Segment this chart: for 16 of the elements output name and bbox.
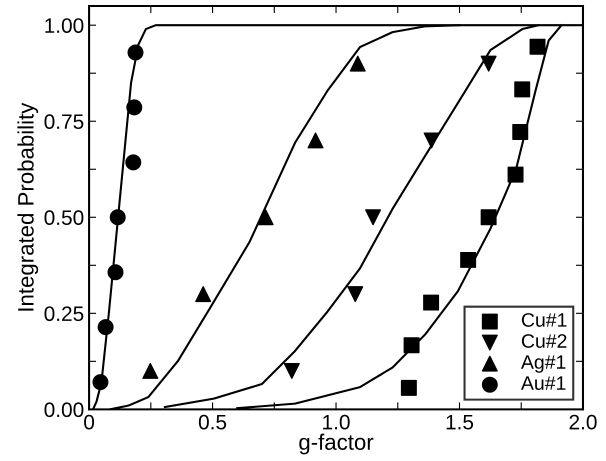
legend-label: Ag#1 — [520, 355, 566, 373]
y-tick-label: 0.75 — [44, 114, 84, 129]
x-axis-title: g-factor — [299, 434, 374, 454]
x-tick-label: 1.0 — [323, 414, 350, 430]
legend-label: Cu#2 — [522, 334, 566, 348]
legend-label: Cu#1 — [522, 313, 566, 327]
y-tick-label: 0.50 — [44, 210, 84, 226]
x-tick-label: 1.5 — [446, 414, 474, 430]
x-tick-label: 0.5 — [198, 414, 226, 430]
y-axis-title: Integrated Probability — [17, 102, 38, 311]
y-tick-label: 0.00 — [44, 402, 84, 418]
y-tick-label: 1.00 — [45, 18, 84, 33]
x-tick-label: 0 — [84, 414, 94, 430]
y-tick-label: 0.25 — [44, 306, 84, 322]
legend-label: Au#1 — [520, 376, 566, 390]
x-tick-label: 2.0 — [570, 414, 597, 430]
